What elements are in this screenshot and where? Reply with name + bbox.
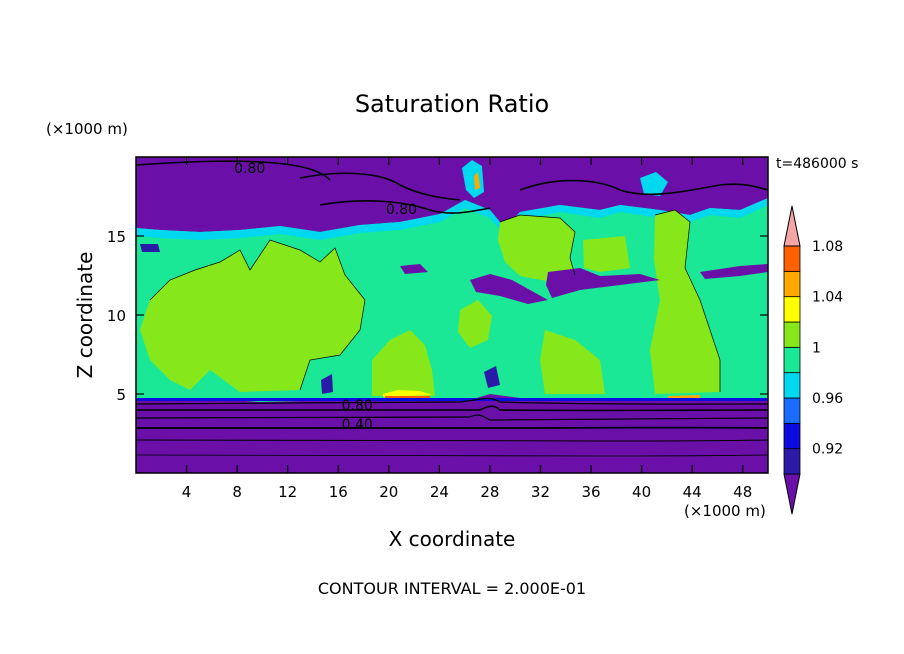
x-tick-label: 16 [329, 483, 348, 501]
x-axis-ticks: 4 8 12 16 20 24 28 32 36 40 44 48 [182, 157, 752, 501]
contour-interval-note: CONTOUR INTERVAL = 2.000E-01 [318, 579, 586, 598]
colorbar-segment [783, 397, 801, 424]
colorbar-tick-label: 1.04 [812, 290, 843, 306]
colorbar-segment [783, 448, 801, 475]
colorbar-segment [783, 346, 801, 374]
colorbar-over-triangle [783, 205, 801, 247]
x-tick-label: 48 [733, 483, 752, 501]
colorbar-tick-label: 1.08 [812, 239, 843, 255]
saturation-field [136, 157, 768, 473]
colorbar-under-triangle [783, 473, 801, 515]
y-tick-label: 15 [107, 228, 126, 246]
x-tick-label: 12 [278, 483, 297, 501]
x-tick-label: 24 [430, 483, 449, 501]
x-axis-label: X coordinate [389, 527, 516, 551]
contour-labels: 0.80 0.80 0.80 0.40 [234, 161, 417, 433]
y-unit-label: (×1000 m) [46, 120, 128, 138]
x-tick-label: 32 [531, 483, 550, 501]
region-dry-bottom [136, 394, 768, 473]
y-tick-label: 10 [107, 307, 126, 325]
region-moist-east [650, 210, 720, 394]
colorbar-segment [783, 245, 801, 272]
x-tick-label: 4 [182, 483, 192, 501]
chart-title: Saturation Ratio [355, 90, 549, 118]
colorbar-segment [783, 321, 801, 348]
y-tick-label: 5 [116, 386, 126, 404]
x-tick-label: 8 [232, 483, 242, 501]
colorbar-tick-label: 0.96 [812, 391, 843, 407]
x-tick-label: 28 [480, 483, 499, 501]
contour-label: 0.40 [342, 417, 373, 433]
contour-label: 0.80 [386, 202, 417, 218]
colorbar: 0.92 0.96 1 1.04 1.08 [783, 205, 843, 515]
time-label: t=486000 s [776, 156, 858, 172]
region-supersaturated [383, 390, 432, 397]
region-moist-center [498, 215, 575, 282]
region-moist-west [140, 240, 365, 392]
colorbar-tick-label: 0.92 [812, 442, 843, 458]
x-unit-label: (×1000 m) [684, 502, 766, 520]
region-dry-top [136, 157, 768, 232]
colorbar-tick-label: 1 [812, 340, 821, 356]
x-tick-label: 36 [581, 483, 600, 501]
x-tick-label: 44 [683, 483, 702, 501]
colorbar-segment [783, 422, 801, 450]
contour-label: 0.80 [342, 398, 373, 414]
colorbar-segment [783, 270, 801, 298]
colorbar-segment [783, 372, 801, 399]
x-tick-label: 40 [632, 483, 651, 501]
contour-label: 0.80 [234, 161, 265, 177]
y-axis-ticks: 5 10 15 [107, 228, 768, 404]
colorbar-segment [783, 296, 801, 323]
y-axis-label: Z coordinate [73, 252, 97, 379]
x-tick-label: 20 [379, 483, 398, 501]
